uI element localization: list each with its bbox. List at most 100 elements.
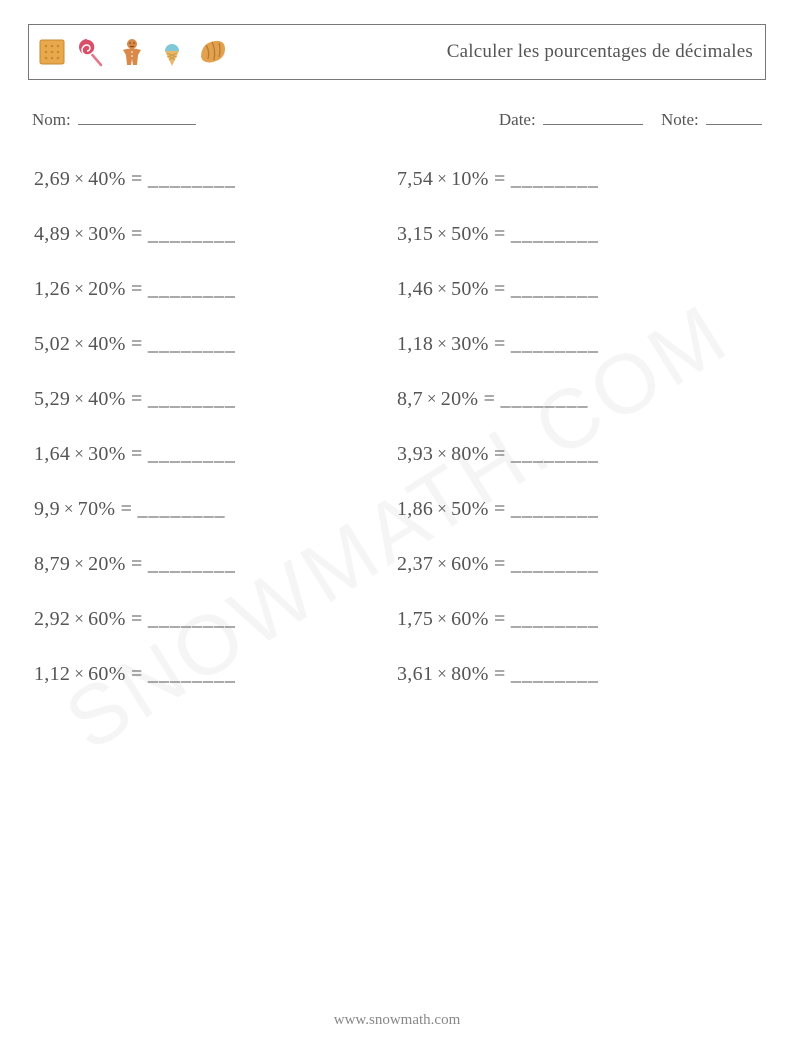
multiply-symbol: × <box>427 389 437 409</box>
date-blank[interactable] <box>543 108 643 125</box>
answer-blank[interactable]: ________ <box>511 278 599 300</box>
answer-blank[interactable]: ________ <box>511 443 599 465</box>
operand-a: 1,75 <box>397 608 433 630</box>
operand-a: 7,54 <box>397 168 433 190</box>
multiply-symbol: × <box>64 499 74 519</box>
operand-b: 20% <box>441 388 479 410</box>
operand-a: 1,12 <box>34 663 70 685</box>
answer-blank[interactable]: ________ <box>148 388 236 410</box>
problem-1-left: 4,89×30% = ________ <box>34 223 397 246</box>
problem-3-left: 5,02×40% = ________ <box>34 333 397 356</box>
header-icons <box>35 35 229 69</box>
multiply-symbol: × <box>437 279 447 299</box>
equals: = <box>126 168 148 190</box>
note-field: Note: <box>661 108 762 130</box>
operand-b: 80% <box>451 663 489 685</box>
answer-blank[interactable]: ________ <box>511 223 599 245</box>
footer-url: www.snowmath.com <box>0 1012 794 1029</box>
multiply-symbol: × <box>74 609 84 629</box>
answer-blank[interactable]: ________ <box>511 608 599 630</box>
answer-blank[interactable]: ________ <box>511 498 599 520</box>
operand-a: 5,02 <box>34 333 70 355</box>
operand-a: 4,89 <box>34 223 70 245</box>
equals: = <box>489 168 511 190</box>
operand-b: 30% <box>88 223 126 245</box>
multiply-symbol: × <box>74 224 84 244</box>
equals: = <box>126 333 148 355</box>
note-label: Note: <box>661 110 699 129</box>
answer-blank[interactable]: ________ <box>148 553 236 575</box>
answer-blank[interactable]: ________ <box>501 388 589 410</box>
operand-a: 3,93 <box>397 443 433 465</box>
gingerbread-icon <box>115 35 149 69</box>
equals: = <box>489 278 511 300</box>
operand-b: 30% <box>88 443 126 465</box>
multiply-symbol: × <box>74 279 84 299</box>
multiply-symbol: × <box>437 554 447 574</box>
problem-9-left: 1,12×60% = ________ <box>34 663 397 686</box>
answer-blank[interactable]: ________ <box>148 663 236 685</box>
multiply-symbol: × <box>437 664 447 684</box>
problem-2-right: 1,46×50% = ________ <box>397 278 760 301</box>
equals: = <box>126 223 148 245</box>
operand-b: 60% <box>88 608 126 630</box>
operand-a: 1,64 <box>34 443 70 465</box>
answer-blank[interactable]: ________ <box>148 608 236 630</box>
problem-1-right: 3,15×50% = ________ <box>397 223 760 246</box>
operand-b: 50% <box>451 498 489 520</box>
operand-b: 20% <box>88 553 126 575</box>
answer-blank[interactable]: ________ <box>511 333 599 355</box>
worksheet-header: Calculer les pourcentages de décimales <box>28 24 766 80</box>
operand-b: 60% <box>451 553 489 575</box>
date-field: Date: <box>499 108 643 130</box>
operand-a: 8,7 <box>397 388 423 410</box>
equals: = <box>126 553 148 575</box>
answer-blank[interactable]: ________ <box>511 553 599 575</box>
name-label: Nom: <box>32 110 71 129</box>
problems-grid: 2,69×40% = ________7,54×10% = ________4,… <box>28 168 766 686</box>
operand-b: 70% <box>78 498 116 520</box>
answer-blank[interactable]: ________ <box>148 443 236 465</box>
problem-3-right: 1,18×30% = ________ <box>397 333 760 356</box>
problem-5-right: 3,93×80% = ________ <box>397 443 760 466</box>
date-label: Date: <box>499 110 536 129</box>
answer-blank[interactable]: ________ <box>511 168 599 190</box>
problem-5-left: 1,64×30% = ________ <box>34 443 397 466</box>
multiply-symbol: × <box>74 444 84 464</box>
multiply-symbol: × <box>437 169 447 189</box>
answer-blank[interactable]: ________ <box>511 663 599 685</box>
equals: = <box>126 443 148 465</box>
equals: = <box>489 608 511 630</box>
problem-4-left: 5,29×40% = ________ <box>34 388 397 411</box>
answer-blank[interactable]: ________ <box>148 333 236 355</box>
equals: = <box>478 388 500 410</box>
note-blank[interactable] <box>706 108 762 125</box>
answer-blank[interactable]: ________ <box>148 168 236 190</box>
multiply-symbol: × <box>437 499 447 519</box>
operand-a: 2,37 <box>397 553 433 575</box>
meta-row: Nom: Date: Note: <box>28 108 766 130</box>
operand-b: 50% <box>451 278 489 300</box>
operand-b: 40% <box>88 333 126 355</box>
problem-7-right: 2,37×60% = ________ <box>397 553 760 576</box>
answer-blank[interactable]: ________ <box>138 498 226 520</box>
answer-blank[interactable]: ________ <box>148 278 236 300</box>
problem-8-left: 2,92×60% = ________ <box>34 608 397 631</box>
name-field: Nom: <box>32 108 196 130</box>
answer-blank[interactable]: ________ <box>148 223 236 245</box>
equals: = <box>126 388 148 410</box>
multiply-symbol: × <box>74 334 84 354</box>
operand-a: 1,46 <box>397 278 433 300</box>
operand-b: 50% <box>451 223 489 245</box>
name-blank[interactable] <box>78 108 196 125</box>
icecream-icon <box>155 35 189 69</box>
equals: = <box>489 553 511 575</box>
operand-b: 30% <box>451 333 489 355</box>
multiply-symbol: × <box>437 334 447 354</box>
operand-b: 10% <box>451 168 489 190</box>
operand-a: 5,29 <box>34 388 70 410</box>
multiply-symbol: × <box>74 389 84 409</box>
operand-a: 8,79 <box>34 553 70 575</box>
equals: = <box>489 333 511 355</box>
operand-a: 3,15 <box>397 223 433 245</box>
